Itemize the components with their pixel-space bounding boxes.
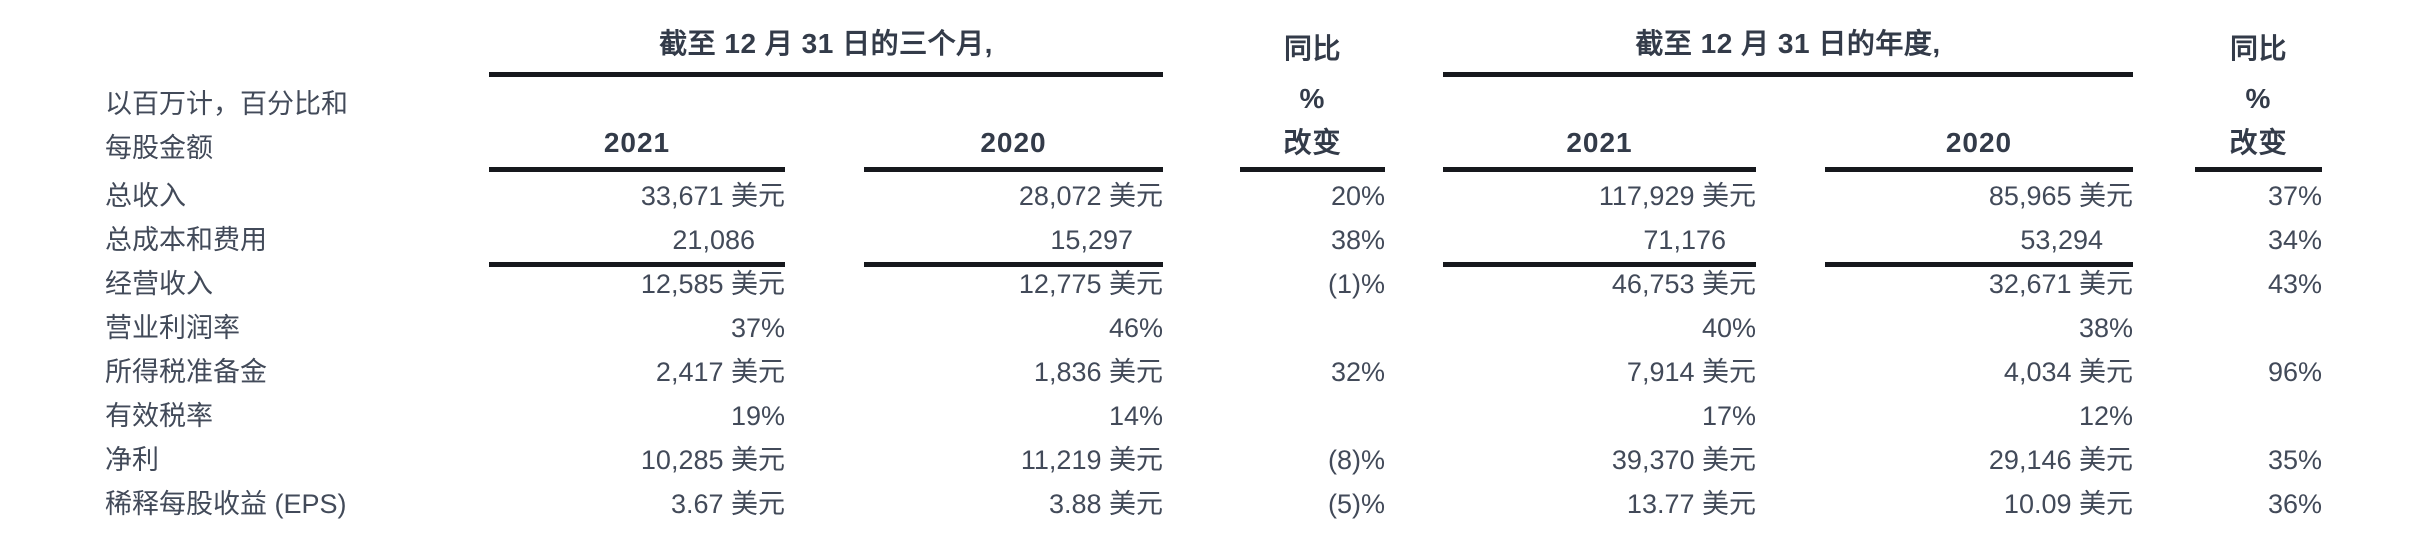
table-row-operating-margin: 营业利润率 37% 46% 40% 38% bbox=[0, 306, 2415, 350]
cell-taxrate-q2021: 19% bbox=[730, 401, 785, 431]
quarter-group-title: 截至 12 月 31 日的三个月, bbox=[489, 0, 1163, 77]
row-label: 有效税率 bbox=[105, 401, 213, 431]
cell-opmargin-q2021: 37% bbox=[730, 313, 785, 343]
annual-2021-column-header: 2021 bbox=[1443, 77, 1756, 172]
cell-opincome-yoy-a: 43% bbox=[2267, 269, 2322, 299]
cell-eps-yoy-q: (5)% bbox=[1327, 489, 1385, 519]
cell-revenue-yoy-a: 37% bbox=[2267, 181, 2322, 211]
cell-eps-q2020: 3.88 美元 bbox=[1048, 489, 1163, 519]
cell-taxrate-yoy-a bbox=[2195, 394, 2322, 438]
cell-opincome-a2021: 46,753 美元 bbox=[1611, 269, 1756, 299]
cell-taxprov-q2020: 1,836 美元 bbox=[1033, 357, 1163, 387]
cell-taxprov-yoy-q: 32% bbox=[1330, 357, 1385, 387]
table-row-operating-income: 经营收入 12,585 美元 12,775 美元 (1)% 46,753 美元 … bbox=[0, 262, 2415, 306]
table-group-header-row: 截至 12 月 31 日的三个月, 同比 截至 12 月 31 日的年度, 同比 bbox=[0, 0, 2415, 77]
cell-taxprov-q2021: 2,417 美元 bbox=[655, 357, 785, 387]
cell-revenue-a2021: 117,929 美元 bbox=[1598, 181, 1756, 211]
row-label: 经营收入 bbox=[105, 269, 213, 299]
cell-taxprov-a2021: 7,914 美元 bbox=[1626, 357, 1756, 387]
quarter-2021-column-header: 2021 bbox=[489, 77, 785, 172]
row-label: 总收入 bbox=[105, 181, 186, 211]
table-row-effective-tax-rate: 有效税率 19% 14% 17% 12% bbox=[0, 394, 2415, 438]
yoy-annual-column-header: % 改变 bbox=[2195, 77, 2322, 172]
cell-revenue-q2021: 33,671 美元 bbox=[640, 181, 785, 211]
cell-opmargin-yoy-a bbox=[2195, 306, 2322, 350]
table-row-net-income: 净利 10,285 美元 11,219 美元 (8)% 39,370 美元 29… bbox=[0, 438, 2415, 482]
cell-netincome-a2021: 39,370 美元 bbox=[1611, 445, 1756, 475]
annual-2020-column-header: 2020 bbox=[1825, 77, 2133, 172]
table-row-total-costs-expenses: 总成本和费用 21,086 15,297 38% 71,176 53,294 3… bbox=[0, 218, 2415, 267]
cell-costs-q2020: 15,297 bbox=[864, 218, 1163, 267]
cell-netincome-q2021: 10,285 美元 bbox=[640, 445, 785, 475]
yoy-change-label: 改变 bbox=[1283, 127, 1342, 158]
cell-eps-a2020: 10.09 美元 bbox=[2003, 489, 2133, 519]
cell-opmargin-a2021: 40% bbox=[1701, 313, 1756, 343]
table-subheader-row: 以百万计，百分比和 每股金额 2021 2020 % 改变 2021 2020 … bbox=[0, 77, 2415, 172]
cell-taxrate-a2020: 12% bbox=[2078, 401, 2133, 431]
cell-netincome-a2020: 29,146 美元 bbox=[1988, 445, 2133, 475]
row-label: 净利 bbox=[105, 445, 159, 475]
cell-costs-a2020: 53,294 bbox=[1825, 218, 2133, 267]
cell-opmargin-yoy-q bbox=[1240, 306, 1385, 350]
row-label: 营业利润率 bbox=[105, 313, 240, 343]
cell-opmargin-q2020: 46% bbox=[1108, 313, 1163, 343]
cell-revenue-yoy-q: 20% bbox=[1330, 181, 1385, 211]
yoy-percent-symbol: % bbox=[1299, 83, 1326, 114]
cell-taxrate-q2020: 14% bbox=[1108, 401, 1163, 431]
cell-taxprov-yoy-a: 96% bbox=[2267, 357, 2322, 387]
unit-note-line2: 每股金额 bbox=[105, 133, 213, 163]
cell-costs-a2021: 71,176 bbox=[1443, 218, 1756, 267]
cell-revenue-a2020: 85,965 美元 bbox=[1988, 181, 2133, 211]
cell-opincome-q2021: 12,585 美元 bbox=[640, 269, 785, 299]
table-row-revenue: 总收入 33,671 美元 28,072 美元 20% 117,929 美元 8… bbox=[0, 174, 2415, 218]
annual-group-title: 截至 12 月 31 日的年度, bbox=[1443, 0, 2133, 77]
row-label: 稀释每股收益 (EPS) bbox=[105, 489, 347, 519]
cell-revenue-q2020: 28,072 美元 bbox=[1018, 181, 1163, 211]
yoy-change-label: 改变 bbox=[2229, 127, 2288, 158]
row-label: 总成本和费用 bbox=[105, 225, 267, 255]
quarter-2020-column-header: 2020 bbox=[864, 77, 1163, 172]
cell-taxrate-yoy-q bbox=[1240, 394, 1385, 438]
cell-netincome-yoy-a: 35% bbox=[2267, 445, 2322, 475]
yoy-quarter-column-header: % 改变 bbox=[1240, 77, 1385, 172]
cell-costs-q2021: 21,086 bbox=[489, 218, 785, 267]
cell-eps-a2021: 13.77 美元 bbox=[1626, 489, 1756, 519]
row-label: 所得税准备金 bbox=[105, 357, 267, 387]
cell-opincome-yoy-q: (1)% bbox=[1327, 269, 1385, 299]
unit-note: 以百万计，百分比和 每股金额 bbox=[105, 77, 489, 172]
cell-opincome-a2020: 32,671 美元 bbox=[1988, 269, 2133, 299]
cell-netincome-yoy-q: (8)% bbox=[1327, 445, 1385, 475]
cell-opincome-q2020: 12,775 美元 bbox=[1018, 269, 1163, 299]
table-row-diluted-eps: 稀释每股收益 (EPS) 3.67 美元 3.88 美元 (5)% 13.77 … bbox=[0, 482, 2415, 526]
cell-costs-yoy-q: 38% bbox=[1330, 225, 1385, 255]
cell-netincome-q2020: 11,219 美元 bbox=[1020, 445, 1163, 475]
cell-taxprov-a2020: 4,034 美元 bbox=[2003, 357, 2133, 387]
yoy-header-annual-line1: 同比 bbox=[2229, 33, 2287, 64]
yoy-percent-symbol: % bbox=[2245, 83, 2272, 114]
cell-eps-yoy-a: 36% bbox=[2267, 489, 2322, 519]
table-row-income-tax-provision: 所得税准备金 2,417 美元 1,836 美元 32% 7,914 美元 4,… bbox=[0, 350, 2415, 394]
cell-taxrate-a2021: 17% bbox=[1701, 401, 1756, 431]
yoy-header-quarter-line1: 同比 bbox=[1283, 33, 1341, 64]
unit-note-line1: 以百万计，百分比和 bbox=[105, 89, 348, 119]
cell-opmargin-a2020: 38% bbox=[2078, 313, 2133, 343]
table-body: 总收入 33,671 美元 28,072 美元 20% 117,929 美元 8… bbox=[0, 166, 2415, 526]
cell-eps-q2021: 3.67 美元 bbox=[670, 489, 785, 519]
cell-costs-yoy-a: 34% bbox=[2267, 225, 2322, 255]
